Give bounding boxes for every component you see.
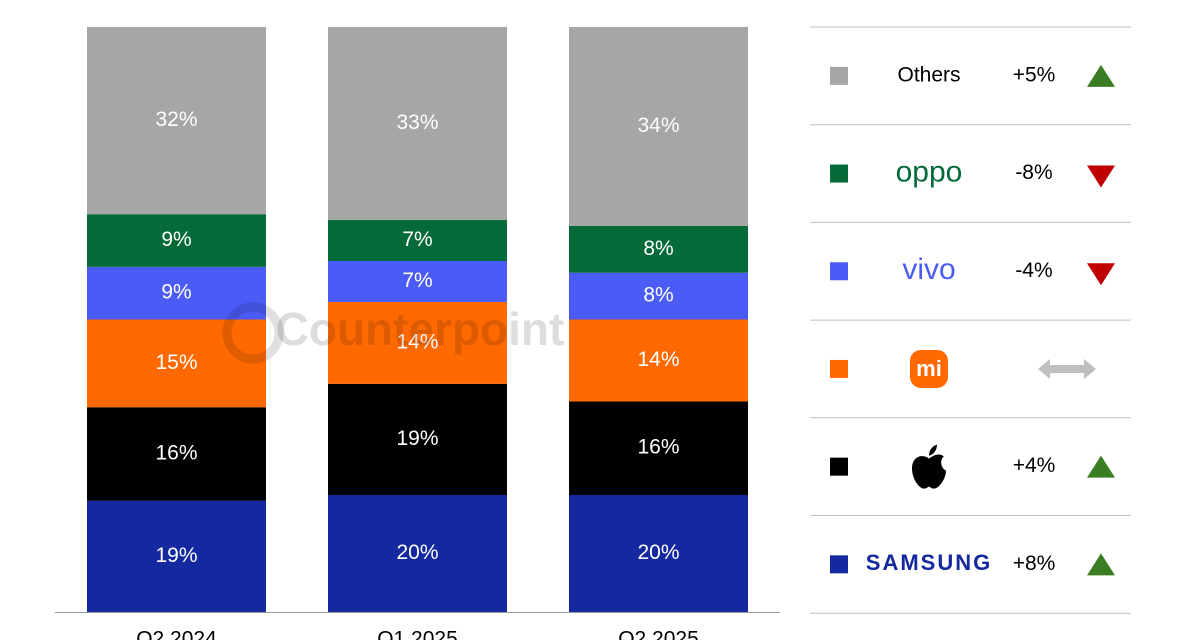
brand-logo bbox=[912, 444, 946, 489]
legend-swatch bbox=[830, 457, 848, 476]
legend-label: vivo bbox=[902, 253, 955, 286]
data-label: 7% bbox=[402, 269, 432, 292]
change-label: +4% bbox=[1013, 454, 1056, 477]
bar-segment bbox=[87, 407, 266, 501]
data-label: 20% bbox=[396, 541, 438, 564]
data-label: 15% bbox=[155, 351, 197, 374]
bar-segment bbox=[328, 495, 507, 612]
trend-up bbox=[1087, 553, 1115, 576]
brand-logo-bg bbox=[910, 349, 948, 388]
data-label: 16% bbox=[637, 436, 679, 459]
trend-down bbox=[1087, 165, 1115, 188]
legend-label: SAMSUNG bbox=[866, 550, 992, 575]
legend-swatch bbox=[830, 164, 848, 183]
legend-swatch bbox=[830, 66, 848, 85]
bar-segment bbox=[328, 261, 507, 302]
trend-up bbox=[1087, 64, 1115, 87]
legend-label: Others bbox=[897, 63, 960, 86]
bar-segment bbox=[328, 27, 507, 221]
x-tick-label: Q2 2025 bbox=[618, 628, 699, 640]
logo-shape bbox=[912, 444, 946, 489]
legend-swatch bbox=[830, 359, 848, 378]
data-label: 33% bbox=[396, 111, 438, 134]
bar-segment bbox=[87, 214, 266, 267]
bar-segment bbox=[569, 401, 748, 495]
bar-segment bbox=[87, 266, 266, 320]
bar-segment bbox=[569, 272, 748, 320]
data-label: 14% bbox=[637, 348, 679, 371]
watermark: Counterpoint bbox=[276, 303, 565, 355]
data-label: 9% bbox=[161, 281, 191, 304]
change-label: -8% bbox=[1015, 161, 1052, 184]
data-label: 34% bbox=[637, 114, 679, 137]
bars: 19% 16% 15% 9% 9% 32% Q2 2024 20% 19% 14% 7% 7% 33% Q… bbox=[87, 27, 748, 640]
bar-segment bbox=[569, 27, 748, 226]
x-tick-label: Q2 2024 bbox=[136, 628, 217, 640]
bar-segment bbox=[328, 383, 507, 495]
bar-segment bbox=[87, 27, 266, 215]
legend-swatch bbox=[830, 555, 848, 574]
bar-segment bbox=[569, 495, 748, 612]
bar-segment bbox=[328, 220, 507, 261]
bar-segment bbox=[87, 500, 266, 612]
bar-segment bbox=[569, 225, 748, 273]
bar-segment bbox=[569, 319, 748, 402]
data-label: 16% bbox=[155, 442, 197, 465]
change-label: -4% bbox=[1015, 259, 1052, 282]
data-label: 20% bbox=[637, 541, 679, 564]
legend-label: mi bbox=[916, 356, 942, 381]
legend-swatch bbox=[830, 262, 848, 281]
data-label: 8% bbox=[643, 284, 673, 307]
trend-flat bbox=[1038, 358, 1096, 379]
trend-down bbox=[1087, 263, 1115, 286]
bar-segment bbox=[328, 301, 507, 384]
data-label: 9% bbox=[161, 228, 191, 251]
data-label: 19% bbox=[396, 427, 438, 450]
watermark-logo bbox=[222, 302, 284, 364]
bar-segment bbox=[87, 319, 266, 408]
legend: Others +5% oppo -8% vivo -4% mi +4% SAMSUNG +8% bbox=[810, 26, 1131, 614]
change-label: +8% bbox=[1013, 552, 1056, 575]
data-label: 14% bbox=[396, 330, 438, 353]
data-label: 19% bbox=[155, 544, 197, 567]
data-label: 32% bbox=[155, 108, 197, 131]
change-label: +5% bbox=[1013, 63, 1056, 86]
x-tick-label: Q1 2025 bbox=[377, 628, 458, 640]
data-label: 8% bbox=[643, 237, 673, 260]
data-label: 7% bbox=[402, 228, 432, 251]
trend-up bbox=[1087, 455, 1115, 478]
legend-label: oppo bbox=[896, 155, 963, 188]
